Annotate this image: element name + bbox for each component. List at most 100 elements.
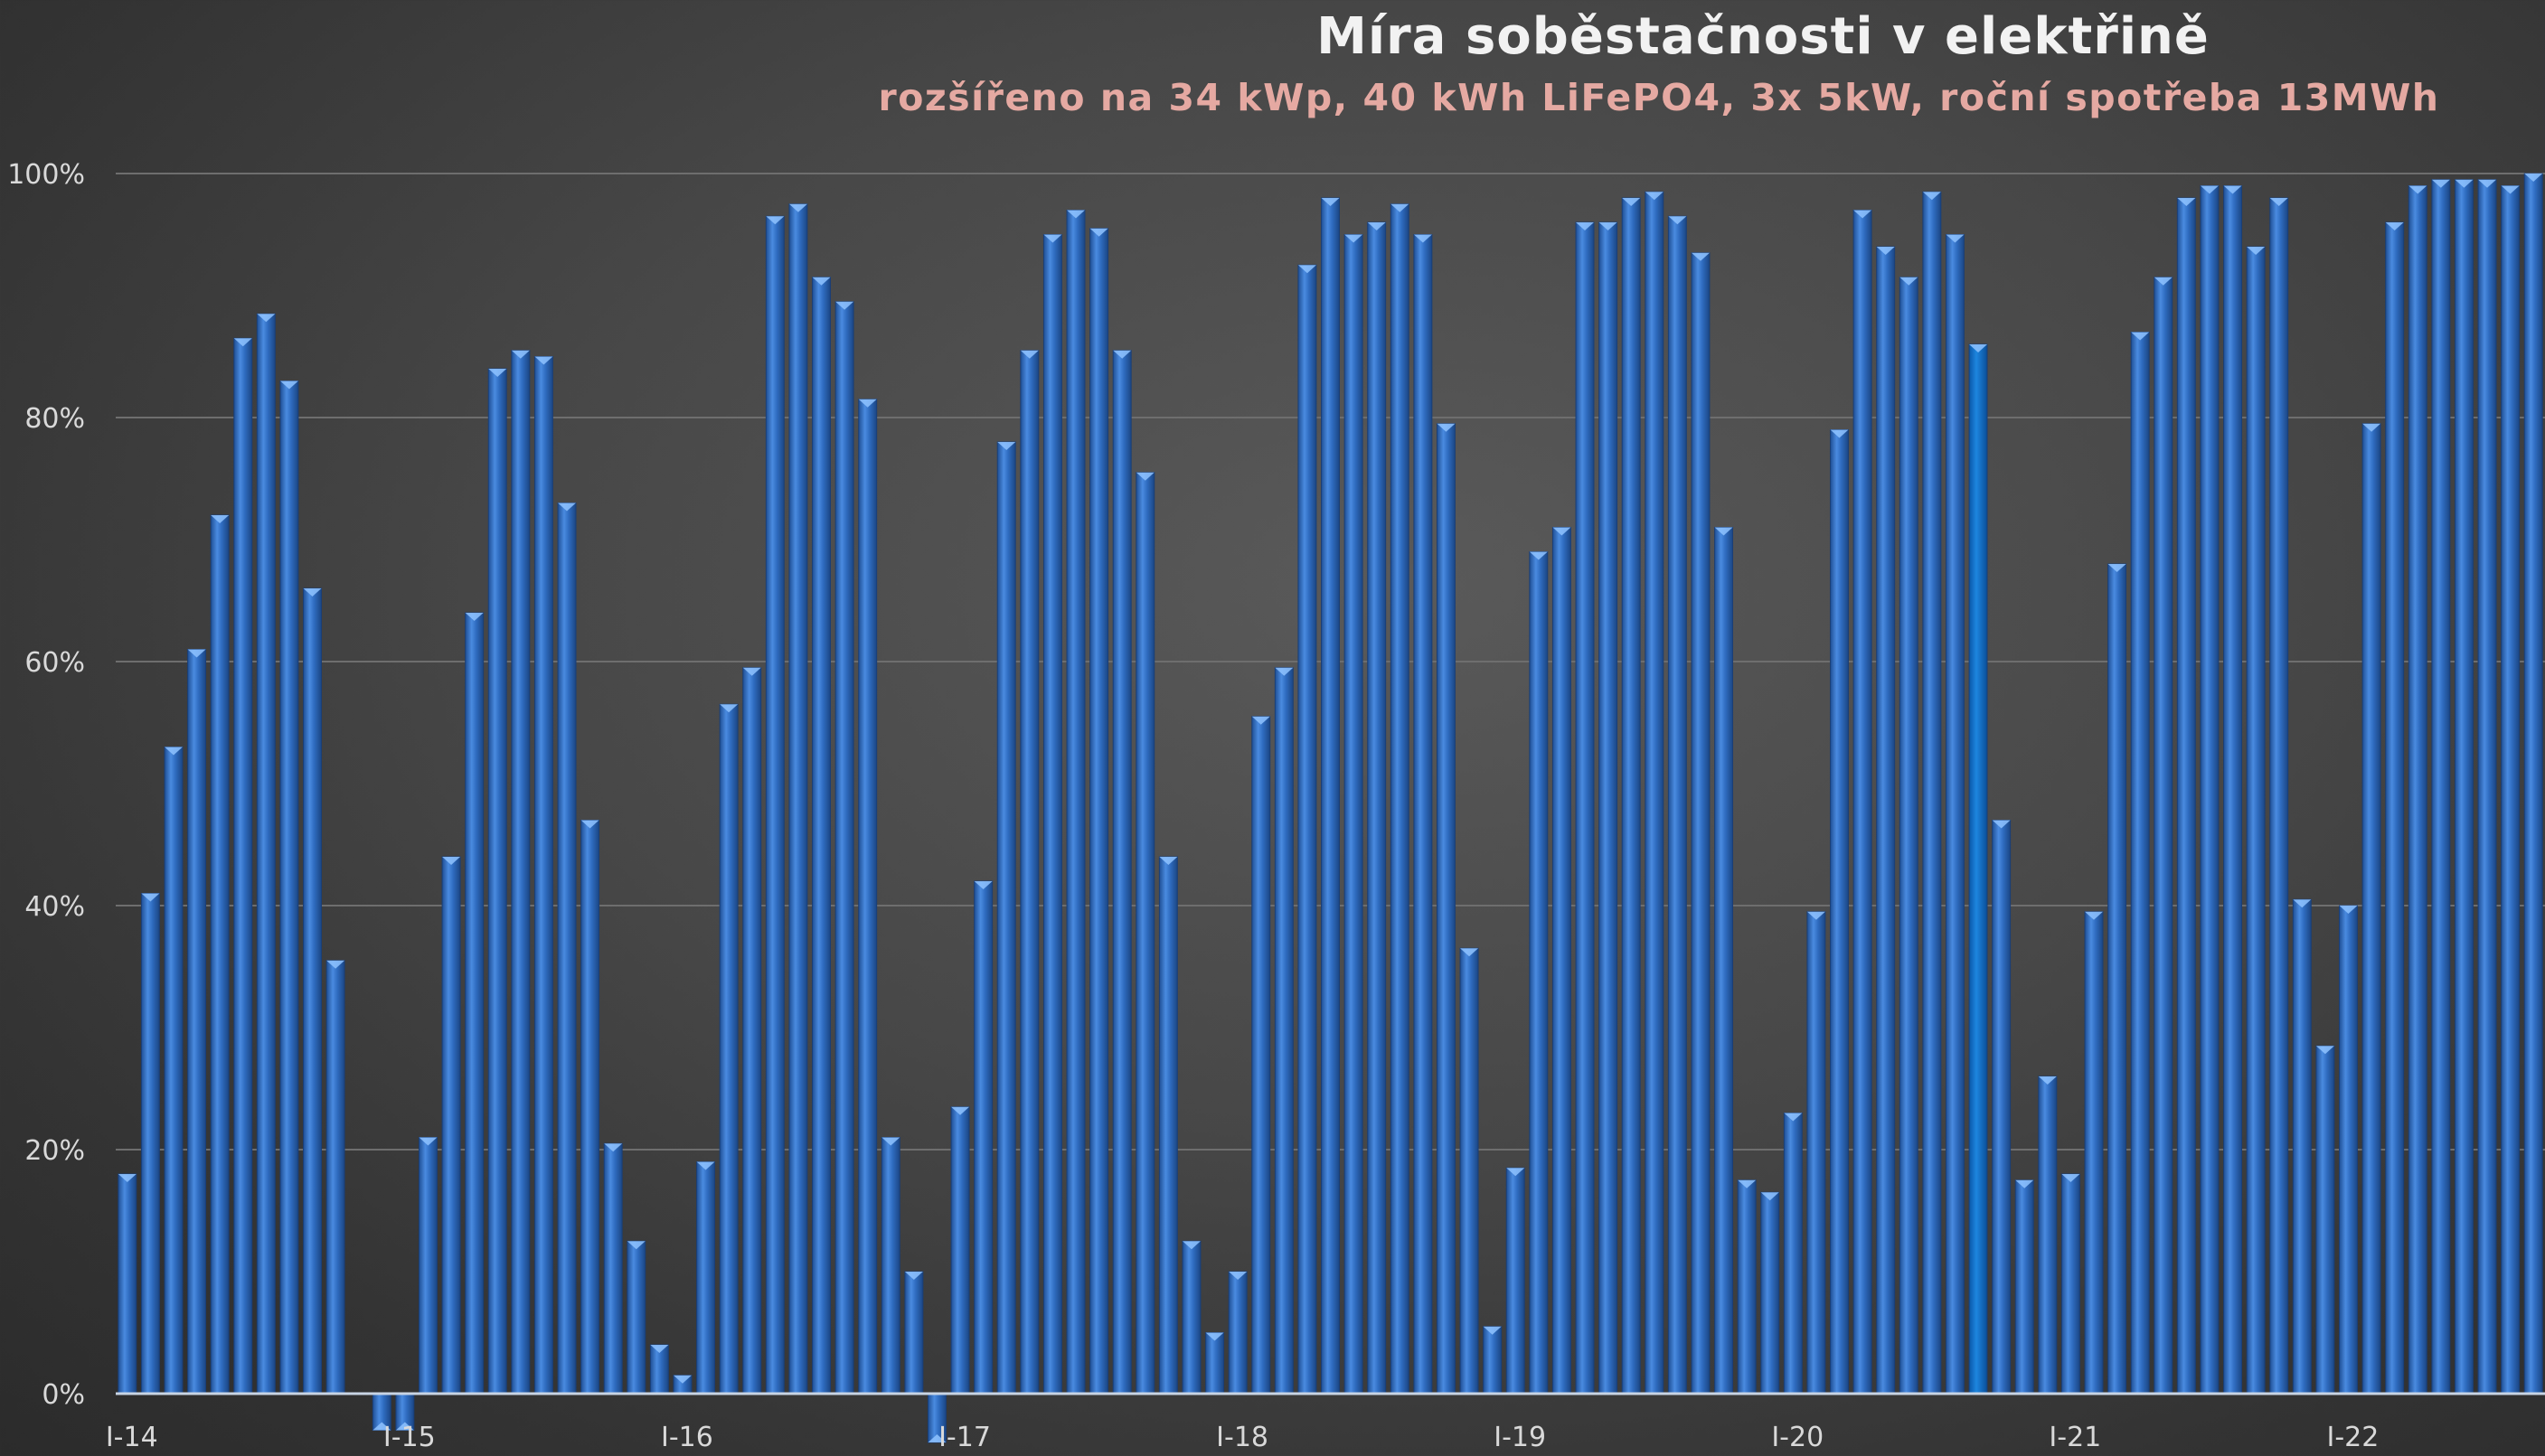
bar-cap [1251,716,1270,725]
bar-cap [1113,350,1132,359]
bar [1390,203,1409,1395]
y-tick-label: 80% [24,403,85,435]
bar [765,215,785,1395]
bar-cap [2061,1174,2080,1182]
bar [1483,1326,1503,1395]
bar-cap [835,301,854,310]
bar [2038,1076,2058,1395]
bar-cap [2085,911,2103,920]
x-tick-label: I-14 [106,1422,158,1453]
bar-cap [1992,820,2011,829]
bar [1413,234,1433,1395]
bar [1136,472,1155,1395]
bar-cap [858,399,877,408]
bar [418,1137,438,1395]
bar-cap [2247,247,2266,255]
x-tick-label: I-17 [938,1422,991,1453]
bar-cap [164,747,183,756]
bar-cap [2501,185,2520,194]
bar-cap [904,1272,923,1280]
y-tick-label: 60% [24,647,85,679]
bar-cap [2015,1179,2034,1188]
bar [164,747,184,1395]
bar [1367,221,1387,1395]
bar-cap [2408,185,2427,194]
bar-cap [1946,234,1965,243]
bar-cap [442,857,461,865]
bar-cap [2431,179,2450,188]
bar-cap [257,314,276,323]
bar [2477,179,2497,1395]
bar-cap [2339,906,2358,914]
bar-cap [673,1375,692,1384]
bar [2269,197,2289,1395]
bar-cap [1691,252,1710,261]
x-tick-label: I-19 [1494,1422,1546,1453]
bar [580,820,600,1395]
bar-cap [1413,234,1432,243]
bar-cap [233,338,252,347]
bar-cap [1922,192,1941,201]
bar-cap [1460,948,1479,957]
bar-cap [1437,423,1456,432]
bar-cap [465,613,484,621]
x-tick-label: I-18 [1216,1422,1268,1453]
y-tick-label: 0% [42,1379,85,1411]
bar-cap [1229,1272,1248,1280]
bar [1667,215,1687,1395]
bar-cap [2200,185,2219,194]
bar-cap [2038,1076,2057,1085]
bar [2154,277,2173,1395]
bar [996,441,1016,1395]
bar [2339,905,2358,1395]
y-tick-label: 40% [24,891,85,923]
x-tick-label: I-15 [383,1422,436,1453]
bar-cap [2107,564,2126,572]
bar [1575,221,1595,1395]
bar-cap [1576,222,1594,230]
bar [210,514,230,1395]
bar [256,313,276,1395]
bar [1459,947,1479,1395]
bar-cap [558,503,576,512]
bar [2431,179,2451,1395]
bar [603,1142,623,1395]
bar-cap [696,1161,715,1170]
bar [1922,191,1942,1395]
bar-cap [604,1143,623,1152]
bar [1042,234,1062,1395]
bar [487,368,507,1395]
bar-cap [742,667,761,676]
bar [1968,343,1988,1395]
bar [1598,221,1618,1395]
bar-cap [1645,192,1664,201]
bar [2501,185,2521,1395]
bar [441,856,461,1395]
bar [788,203,808,1395]
bar-cap [1089,228,1108,237]
bar-cap [1529,551,1548,560]
bar [1297,264,1317,1395]
bar-cap [1136,472,1155,481]
bar-cap [1321,198,1340,206]
bar [2060,1173,2080,1395]
bar-cap [974,881,993,889]
chart-title: Míra soběstačnosti v elektřině [1316,7,2210,66]
bar-cap [1159,857,1178,865]
bar-cap [997,442,1016,450]
x-tick-label: I-20 [1771,1422,1824,1453]
bar [1737,1179,1757,1395]
bar-cap [627,1241,646,1250]
bar-cap [326,960,345,969]
bar [1205,1332,1225,1395]
bar [1783,1113,1803,1395]
bar-cap [2455,179,2474,188]
bar [1274,667,1294,1395]
bar-cap [1205,1332,1224,1341]
bar [1529,551,1549,1395]
bar [511,350,531,1395]
bar-cap [534,356,553,365]
bar [1158,856,1178,1395]
bar-cap [118,1174,137,1182]
bar [1066,210,1086,1395]
